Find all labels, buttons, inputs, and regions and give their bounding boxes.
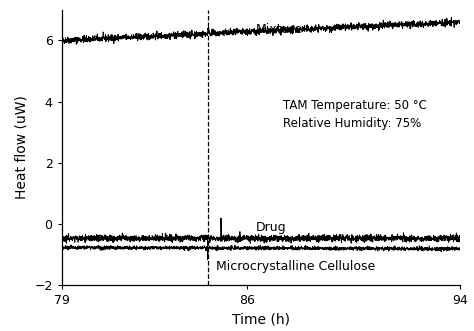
Text: TAM Temperature: 50 °C
Relative Humidity: 75%: TAM Temperature: 50 °C Relative Humidity… [283,99,427,130]
Text: Mixture: Mixture [255,23,302,36]
X-axis label: Time (h): Time (h) [232,312,290,326]
Text: Microcrystalline Cellulose: Microcrystalline Cellulose [216,260,375,273]
Y-axis label: Heat flow (uW): Heat flow (uW) [15,95,28,199]
Text: Drug: Drug [255,221,286,234]
